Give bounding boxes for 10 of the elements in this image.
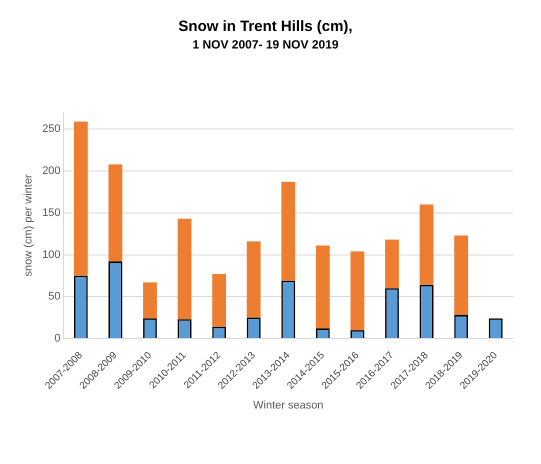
chart-subtitle: 1 NOV 2007- 19 NOV 2019 [192,38,339,52]
y-axis-title: snow (cm) per winter [22,174,35,276]
y-tick-label: 200 [42,165,61,178]
y-tick-label: 100 [42,248,61,261]
x-axis-title: Winter season [253,399,324,412]
y-tick-label: 150 [42,206,61,219]
chart-title: Snow in Trent Hills (cm), [178,18,353,36]
y-tick-label: 0 [54,332,61,345]
y-tick-label: 50 [48,290,61,303]
y-tick-label: 250 [42,123,61,136]
